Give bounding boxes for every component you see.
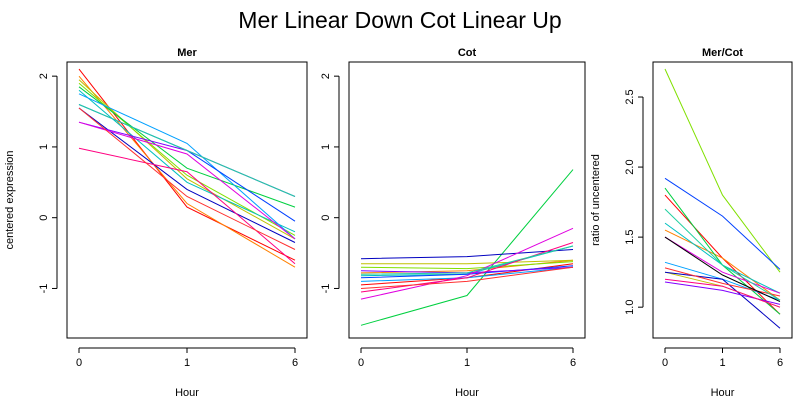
series-line <box>78 104 296 197</box>
x-axis-label: Hour <box>175 387 199 399</box>
series-line <box>78 121 296 240</box>
series-line <box>360 227 574 300</box>
series-line <box>78 93 296 240</box>
panel-cot: Cot 0 1 6 Hour -1 0 1 2 <box>320 47 586 399</box>
panel-mer: Mer 0 1 6 Hour -1 0 1 2 centered expression <box>4 47 308 399</box>
y-axis-label: ratio of uncentered <box>590 154 602 246</box>
y-tick-label: -1 <box>320 284 332 294</box>
y-tick-label: -1 <box>38 284 50 294</box>
y-tick-label: 1.5 <box>624 229 636 244</box>
y-tick-label: 2.5 <box>624 89 636 104</box>
series-line <box>78 86 296 208</box>
series-line <box>360 261 574 270</box>
x-tick-label: 1 <box>719 357 725 369</box>
figure-title: Mer Linear Down Cot Linear Up <box>238 7 561 33</box>
plot-frame <box>348 61 586 339</box>
series-line <box>664 278 781 308</box>
series-line <box>664 208 781 301</box>
x-axis-label: Hour <box>455 387 479 399</box>
series-line <box>78 107 296 250</box>
panel-title: Mer <box>177 47 197 59</box>
panel-title: Cot <box>458 47 477 59</box>
series-line <box>360 245 574 275</box>
panel-title: Mer/Cot <box>702 47 743 59</box>
series-line <box>664 267 781 297</box>
series-line <box>78 147 296 265</box>
panel-mer-cot: Mer/Cot 0 1 6 Hour 1.0 1.5 2.0 2.5 ratio of uncen… <box>590 47 793 399</box>
x-tick-label: 0 <box>76 357 82 369</box>
x-axis-label: Hour <box>711 387 735 399</box>
plot-frame <box>66 61 308 339</box>
x-tick-label: 6 <box>777 357 783 369</box>
y-tick-label: 2.0 <box>624 159 636 174</box>
series-line <box>664 187 781 315</box>
x-tick-label: 6 <box>570 357 576 369</box>
y-axis-label: centered expression <box>4 150 16 249</box>
series-line <box>360 249 574 260</box>
series-line <box>78 89 296 233</box>
series-line <box>664 194 781 315</box>
series-line <box>78 75 296 268</box>
series-line <box>360 169 574 326</box>
plot-frame <box>652 61 793 339</box>
series-line <box>361 259 574 265</box>
series-line <box>664 271 781 329</box>
series-line <box>664 177 781 270</box>
series-line <box>360 266 574 289</box>
series-line <box>78 107 296 243</box>
y-tick-label: 0 <box>38 215 50 221</box>
series-line <box>78 82 296 236</box>
y-tick-label: 1 <box>38 144 50 150</box>
series-line <box>78 121 296 197</box>
y-tick-label: 1.0 <box>624 300 636 315</box>
series-line <box>360 242 574 293</box>
x-tick-label: 1 <box>464 357 470 369</box>
y-tick-label: 2 <box>320 73 332 79</box>
y-tick-label: 2 <box>38 73 50 79</box>
x-tick-label: 0 <box>662 357 668 369</box>
series-line <box>664 236 781 294</box>
x-tick-label: 1 <box>184 357 190 369</box>
x-tick-label: 0 <box>358 357 364 369</box>
series-line <box>664 68 781 273</box>
series-line <box>78 68 296 261</box>
y-tick-label: 1 <box>320 144 332 150</box>
y-tick-label: 0 <box>320 215 332 221</box>
x-tick-label: 6 <box>292 357 298 369</box>
series-line <box>78 79 296 240</box>
mean-line <box>664 236 781 303</box>
